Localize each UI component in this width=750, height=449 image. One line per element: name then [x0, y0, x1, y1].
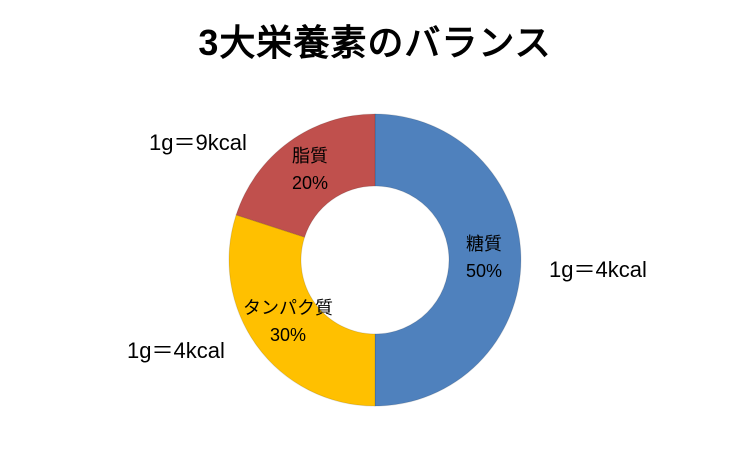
slice-label-fat-name: 脂質: [292, 146, 328, 166]
kcal-annotation-protein: 1g＝4kcal: [127, 338, 225, 363]
slice-label-protein: タンパク質 30%: [243, 295, 333, 349]
slice-protein: [228, 214, 376, 407]
slice-label-protein-name: タンパク質: [243, 298, 333, 318]
slice-label-carbohydrate: 糖質 50%: [466, 231, 502, 285]
slice-fat: [235, 113, 376, 238]
slice-label-fat-pct: 20%: [291, 173, 329, 193]
slice-label-carbohydrate-name: 糖質: [466, 234, 502, 254]
slice-label-protein-pct: 30%: [269, 325, 307, 345]
kcal-annotation-fat: 1g＝9kcal: [149, 130, 247, 155]
slice-label-carbohydrate-pct: 50%: [465, 261, 503, 281]
kcal-annotation-carbohydrate: 1g＝4kcal: [549, 257, 647, 282]
slice-label-fat: 脂質 20%: [292, 143, 328, 197]
slice-carbohydrate: [374, 113, 522, 407]
chart-title: 3大栄養素のバランス: [198, 22, 552, 63]
